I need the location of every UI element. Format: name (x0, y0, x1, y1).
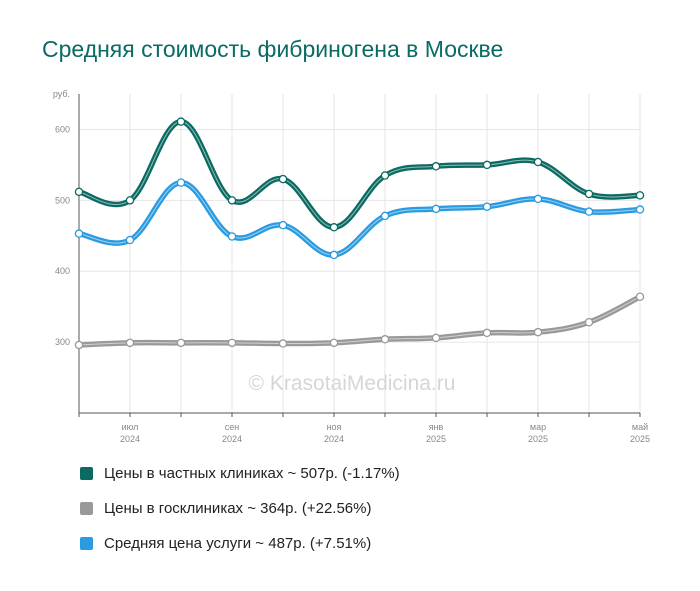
legend-label-public: Цены в госклиниках ~ 364р. (+22.56%) (104, 499, 372, 517)
data-point-private (176, 117, 186, 126)
y-tick-label: 600 (55, 124, 70, 134)
y-tick-label: 300 (55, 337, 70, 347)
data-point-public (380, 335, 390, 344)
data-point-private (431, 162, 441, 171)
data-point-average (635, 205, 645, 214)
data-point-public (482, 328, 492, 338)
series-lines (76, 118, 643, 348)
x-tick-label-year: 2025 (528, 434, 548, 444)
legend-item-private[interactable]: Цены в частных клиниках ~ 507р. (-1.17%) (80, 462, 400, 484)
data-point-average (584, 207, 594, 216)
data-point-private (278, 174, 288, 184)
x-tick-label-year: 2024 (222, 434, 242, 444)
data-point-private (125, 196, 135, 205)
legend-swatch-private (80, 466, 93, 480)
x-tick-label-year: 2024 (120, 434, 140, 444)
data-point-public (584, 318, 594, 327)
data-point-average (74, 229, 84, 238)
x-tick-label-month: мар (530, 422, 546, 432)
legend-swatch-average (80, 536, 93, 550)
y-axis-label: руб. (53, 89, 70, 99)
x-tick-label-month: сен (225, 422, 240, 432)
data-point-private (584, 189, 594, 199)
data-point-private (74, 187, 84, 197)
data-point-public (431, 333, 441, 343)
data-point-public (125, 338, 135, 348)
series-line-highlight-public (78, 296, 641, 346)
x-tick-label-year: 2025 (630, 434, 650, 444)
x-tick-label-month: июл (122, 422, 139, 432)
data-point-average (278, 220, 288, 230)
data-point-average (227, 232, 237, 241)
tick-labels: 300 400 500 600 руб. июл 2024 сен 2024 ноя 2024 янв… (53, 89, 650, 444)
x-tick-label-month: май (632, 422, 648, 432)
data-point-average (329, 250, 339, 260)
data-point-average (431, 204, 441, 214)
chart-title: Средняя стоимость фибриногена в Москве (42, 36, 504, 62)
x-tick-label-year: 2025 (426, 434, 446, 444)
x-tick-label-month: ноя (327, 422, 342, 432)
axes (78, 94, 641, 417)
legend-item-public[interactable]: Цены в госклиниках ~ 364р. (+22.56%) (80, 497, 400, 519)
data-point-public (533, 327, 543, 337)
data-point-average (482, 202, 492, 211)
y-tick-label: 500 (55, 195, 70, 205)
data-point-private (635, 191, 645, 200)
y-tick-label: 400 (55, 266, 70, 276)
data-point-average (533, 194, 543, 204)
data-point-private (380, 171, 390, 180)
data-point-public (635, 292, 645, 301)
data-point-public (176, 338, 186, 348)
legend-label-private: Цены в частных клиниках ~ 507р. (-1.17%) (104, 464, 400, 482)
data-points (74, 117, 645, 350)
data-point-private (329, 223, 339, 232)
data-point-average (176, 178, 186, 187)
x-tick-label-month: янв (429, 422, 444, 432)
legend-item-average[interactable]: Средняя цена услуги ~ 487р. (+7.51%) (80, 532, 400, 554)
legend-label-average: Средняя цена услуги ~ 487р. (+7.51%) (104, 534, 372, 552)
series-line-public (76, 293, 643, 348)
watermark-text: © KrasotaiMedicina.ru (249, 372, 456, 395)
legend: Цены в частных клиниках ~ 507р. (-1.17%)… (80, 462, 400, 567)
data-point-private (227, 196, 237, 205)
legend-swatch-public (80, 501, 93, 515)
data-point-public (278, 339, 288, 348)
data-point-public (329, 338, 339, 348)
data-point-public (74, 340, 84, 350)
data-point-private (482, 160, 492, 170)
series-line-private (76, 118, 643, 231)
series-line-average (76, 179, 643, 258)
x-tick-label-year: 2024 (324, 434, 344, 444)
data-point-private (533, 157, 543, 167)
data-point-average (125, 235, 135, 245)
data-point-average (380, 211, 390, 221)
data-point-public (227, 338, 237, 348)
